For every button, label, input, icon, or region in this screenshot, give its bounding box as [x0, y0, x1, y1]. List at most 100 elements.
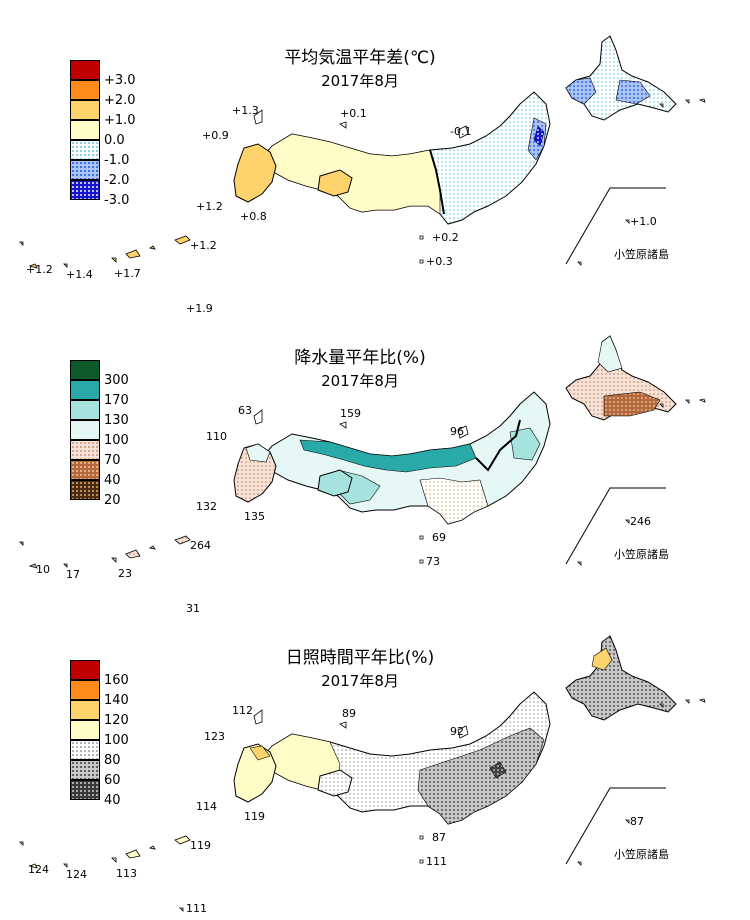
station-value: +1.2 [26, 263, 53, 276]
station-value: 31 [186, 602, 200, 615]
station-value: 17 [66, 568, 80, 581]
tsushima [253, 409, 263, 425]
legend-swatch [70, 100, 100, 120]
legend-label: +3.0 [104, 73, 136, 88]
station-value: 159 [340, 407, 361, 420]
legend-swatch [70, 420, 100, 440]
legend-swatch [70, 400, 100, 420]
sunshine-panel: 日照時間平年比(%) 2017年8月 160 140 120 100 80 60… [0, 600, 750, 915]
station-value: +1.0 [630, 215, 657, 228]
station-value: 119 [190, 839, 211, 852]
tsushima [253, 709, 263, 725]
izu-islands [419, 835, 424, 864]
shikoku [317, 769, 353, 797]
station-value: 87 [432, 831, 446, 844]
legend-label: 140 [104, 693, 129, 708]
station-value: +0.3 [426, 255, 453, 268]
hokkaido [565, 635, 677, 721]
tohoku-moist [509, 427, 541, 461]
station-value: 89 [342, 707, 356, 720]
legend-swatch [70, 80, 100, 100]
ogasawara-islands [577, 819, 630, 866]
ogasawara-islands [577, 519, 630, 566]
precipitation-map [19, 335, 706, 569]
legend-swatch [70, 780, 100, 800]
pacific-dry-zone [419, 477, 489, 525]
hokkaido-east-dry [603, 391, 661, 417]
sado-island [457, 725, 469, 739]
precipitation-subtitle: 2017年8月 [321, 372, 399, 390]
station-value: 123 [204, 730, 225, 743]
station-value: 111 [426, 855, 447, 868]
nansei-islands [19, 835, 191, 912]
precipitation-title: 降水量平年比(%) [294, 348, 426, 368]
legend-swatch [70, 740, 100, 760]
inset-frame [565, 187, 666, 265]
sunshine-title: 日照時間平年比(%) [285, 648, 435, 668]
hokkaido-sw-zone [565, 77, 597, 105]
shikoku [317, 469, 353, 497]
station-value: 73 [426, 555, 440, 568]
temperature-panel: 平均気温平年差(℃) 2017年8月 +3.0 +2.0 +1.0 0.0 -1… [0, 0, 750, 315]
station-value: +1.2 [196, 200, 223, 213]
tohoku-coldest-zone [533, 125, 545, 147]
station-value: 111 [186, 902, 207, 915]
kyushu-north-wet [245, 443, 271, 463]
legend-label: 40 [104, 793, 121, 808]
nansei-islands [19, 235, 191, 269]
ogasawara-islands [577, 219, 630, 266]
sunshine-subtitle: 2017年8月 [321, 672, 399, 690]
legend-label: 120 [104, 713, 129, 728]
ogasawara-label: 小笠原諸島 [614, 248, 669, 261]
legend-label: 40 [104, 473, 121, 488]
station-value: 124 [66, 868, 87, 881]
legend-swatch [70, 360, 100, 380]
legend-swatch [70, 120, 100, 140]
legend-label: -3.0 [104, 193, 130, 208]
station-value: 69 [432, 531, 446, 544]
oki [339, 721, 347, 729]
kuril-islands [659, 698, 706, 708]
legend-label: 100 [104, 433, 129, 448]
legend-swatch [70, 680, 100, 700]
oki [339, 421, 347, 429]
station-value: 63 [238, 404, 252, 417]
station-value: +0.9 [202, 129, 229, 142]
sunshine-map [19, 635, 706, 912]
kuril-islands [659, 98, 706, 108]
station-value: 246 [630, 515, 651, 528]
izu-islands [419, 535, 424, 564]
temperature-subtitle: 2017年8月 [321, 72, 399, 90]
kanto-darkest [489, 761, 507, 779]
temperature-map [19, 35, 706, 269]
legend-swatch [70, 140, 100, 160]
legend-label: 70 [104, 453, 121, 468]
kyushu [233, 743, 277, 803]
tsushima [253, 109, 263, 125]
temperature-title: 平均気温平年差(℃) [284, 48, 436, 68]
inset-frame [565, 487, 666, 565]
station-value: 135 [244, 510, 265, 523]
station-value: -0.1 [450, 125, 472, 138]
legend-label: 20 [104, 493, 121, 508]
legend-swatch [70, 760, 100, 780]
legend-label: +1.0 [104, 113, 136, 128]
kyushu-north-sunny [249, 745, 271, 761]
legend-label: 300 [104, 373, 129, 388]
sado-island [457, 425, 469, 439]
legend-label: 100 [104, 733, 129, 748]
kanto-tohoku-dim [417, 727, 545, 825]
hokkaido [565, 35, 677, 121]
station-value: 264 [190, 539, 211, 552]
legend-label: -1.0 [104, 153, 130, 168]
station-value: 132 [196, 500, 217, 513]
station-value: 110 [206, 430, 227, 443]
station-value: 92 [450, 725, 464, 738]
legend-label: 0.0 [104, 133, 125, 148]
kyushu [233, 143, 277, 203]
legend-label: 60 [104, 773, 121, 788]
station-value: 124 [28, 863, 49, 876]
hokkaido-north-wet [597, 335, 623, 373]
ogasawara-label: 小笠原諸島 [614, 848, 669, 861]
station-value: 87 [630, 815, 644, 828]
